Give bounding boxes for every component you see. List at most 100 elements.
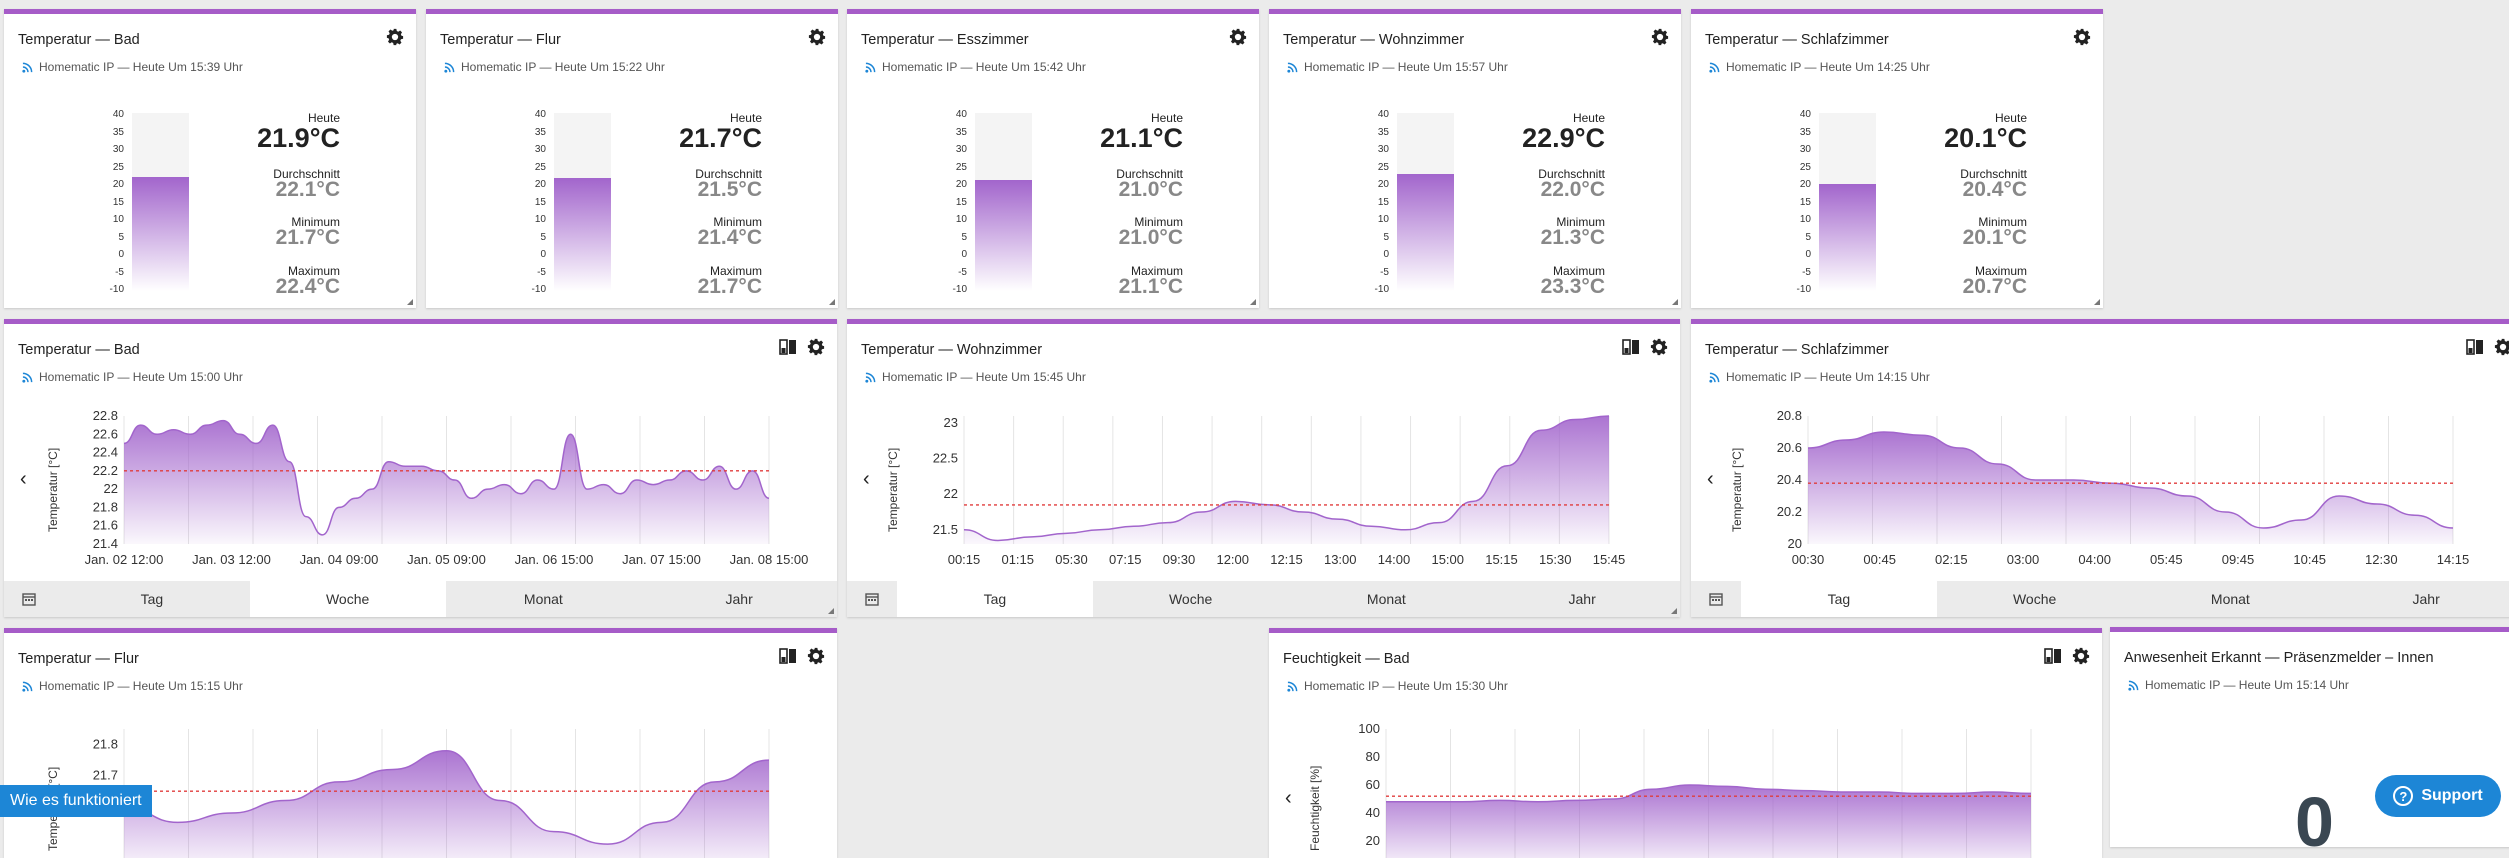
tab-monat[interactable]: Monat — [1288, 581, 1485, 617]
gear-icon[interactable] — [1650, 338, 1668, 356]
scale-tick: 25 — [955, 161, 967, 173]
series-line — [963, 415, 1610, 542]
x-tick-label: 05:30 — [1055, 552, 1088, 567]
y-tick-label: 22.4 — [93, 445, 118, 460]
series-area — [124, 420, 769, 544]
compare-icon[interactable] — [1622, 338, 1640, 356]
thermometer — [1819, 113, 1876, 291]
average-value: 21.5°C — [697, 178, 762, 201]
tab-tag[interactable]: Tag — [897, 581, 1093, 617]
gear-icon[interactable] — [2494, 338, 2509, 356]
scale-tick: 35 — [955, 126, 967, 138]
x-tick-label: 01:15 — [1001, 552, 1034, 567]
scale-tick: -10 — [952, 284, 967, 295]
how-it-works-button[interactable]: Wie es funktioniert — [0, 785, 152, 817]
gear-icon[interactable] — [386, 28, 404, 46]
scale-tick: 40 — [955, 109, 967, 120]
scale-tick: 40 — [1799, 109, 1811, 120]
maximum-value: 20.7°C — [1962, 275, 2027, 298]
current-value: 21.7°C — [679, 123, 762, 153]
resize-handle[interactable] — [1250, 299, 1256, 305]
gear-icon[interactable] — [807, 338, 825, 356]
widget-title: Feuchtigkeit — Bad — [1283, 651, 1410, 667]
thermometer-scale: 40 35 30 25 20 15 10 5 0 -5 -10 — [1369, 110, 1389, 303]
feed-icon — [1287, 681, 1298, 692]
series-area — [124, 750, 769, 858]
tab-jahr[interactable]: Jahr — [1484, 581, 1680, 617]
x-tick-label: 15:30 — [1539, 552, 1572, 567]
series-area — [964, 416, 1609, 544]
maximum-value: 22.4°C — [275, 275, 340, 298]
compare-icon[interactable] — [2466, 338, 2484, 356]
temperature-widget: Temperatur — Flur Homematic IP — Heute U… — [426, 9, 838, 308]
widget-subtitle-text: Homematic IP — Heute Um 15:00 Uhr — [39, 370, 243, 384]
chart-plot: 100 80 60 40 20 — [1358, 721, 2032, 858]
chevron-left-icon[interactable]: ‹ — [20, 468, 27, 490]
y-tick-label: 40 — [1366, 805, 1380, 820]
gear-icon[interactable] — [2073, 28, 2091, 46]
maximum-value: 23.3°C — [1540, 275, 1605, 298]
resize-handle[interactable] — [828, 608, 834, 614]
y-tick-label: 60 — [1366, 777, 1380, 792]
resize-handle[interactable] — [829, 299, 835, 305]
tab-tag[interactable]: Tag — [54, 581, 250, 617]
label-minimum: Minimum — [1978, 215, 2027, 229]
resize-handle[interactable] — [1672, 299, 1678, 305]
label-today: Heute — [307, 111, 340, 125]
y-tick-label: 100 — [1358, 721, 1380, 736]
scale-tick: 5 — [961, 231, 967, 243]
tab-monat[interactable]: Monat — [445, 581, 642, 617]
gear-icon[interactable] — [807, 647, 825, 665]
support-button[interactable]: ? Support — [2375, 775, 2501, 817]
calendar-icon[interactable] — [4, 581, 54, 617]
y-tick-label: 20 — [1788, 536, 1802, 551]
x-tick-label: 13:00 — [1324, 552, 1357, 567]
widget-subtitle-text: Homematic IP — Heute Um 15:45 Uhr — [882, 370, 1086, 384]
gear-icon[interactable] — [808, 28, 826, 46]
compare-icon[interactable] — [779, 647, 797, 665]
chevron-left-icon[interactable]: ‹ — [863, 468, 870, 490]
tab-woche[interactable]: Woche — [249, 581, 446, 617]
compare-icon[interactable] — [2044, 647, 2062, 665]
scale-tick: -10 — [109, 284, 124, 295]
widget-subtitle: Homematic IP — Heute Um 15:42 Uhr — [865, 60, 1086, 74]
gear-icon[interactable] — [2072, 647, 2090, 665]
thermometer — [1397, 113, 1454, 291]
tab-woche[interactable]: Woche — [1936, 581, 2133, 617]
tab-monat[interactable]: Monat — [2132, 581, 2329, 617]
scale-tick: 10 — [112, 214, 124, 225]
x-tick-label: 04:00 — [2078, 552, 2111, 567]
scale-tick: -5 — [958, 266, 967, 278]
label-today: Heute — [1572, 111, 1605, 125]
help-icon: ? — [2393, 786, 2414, 806]
resize-handle[interactable] — [2094, 299, 2100, 305]
resize-handle[interactable] — [407, 299, 413, 305]
x-tick-label: 00:15 — [948, 552, 981, 567]
tab-tag[interactable]: Tag — [1741, 581, 1937, 617]
scale-tick: 5 — [1805, 231, 1811, 243]
scale-tick: 0 — [118, 249, 124, 260]
feed-icon — [22, 681, 33, 692]
feed-icon — [1287, 62, 1298, 73]
calendar-icon[interactable] — [847, 581, 897, 617]
chevron-left-icon[interactable]: ‹ — [1285, 787, 1292, 809]
calendar-icon[interactable] — [1691, 581, 1741, 617]
y-tick-label: 21.6 — [93, 518, 118, 533]
thermometer-scale: 40 35 30 25 20 15 10 5 0 -5 -10 — [526, 110, 546, 303]
resize-handle[interactable] — [1671, 608, 1677, 614]
scale-tick: 20 — [955, 179, 967, 190]
gear-icon[interactable] — [1651, 28, 1669, 46]
gear-icon[interactable] — [1229, 28, 1247, 46]
tab-jahr[interactable]: Jahr — [641, 581, 837, 617]
x-tick-label: 00:30 — [1792, 552, 1825, 567]
tab-jahr[interactable]: Jahr — [2328, 581, 2509, 617]
compare-icon[interactable] — [779, 338, 797, 356]
chevron-left-icon[interactable]: ‹ — [1707, 468, 1714, 490]
widget-title: Temperatur — Wohnzimmer — [861, 342, 1043, 358]
label-minimum: Minimum — [1556, 215, 1605, 229]
tab-woche[interactable]: Woche — [1092, 581, 1289, 617]
scale-tick: 25 — [1377, 161, 1389, 173]
feed-icon — [444, 62, 455, 73]
y-tick-label: 20.4 — [1777, 472, 1802, 487]
